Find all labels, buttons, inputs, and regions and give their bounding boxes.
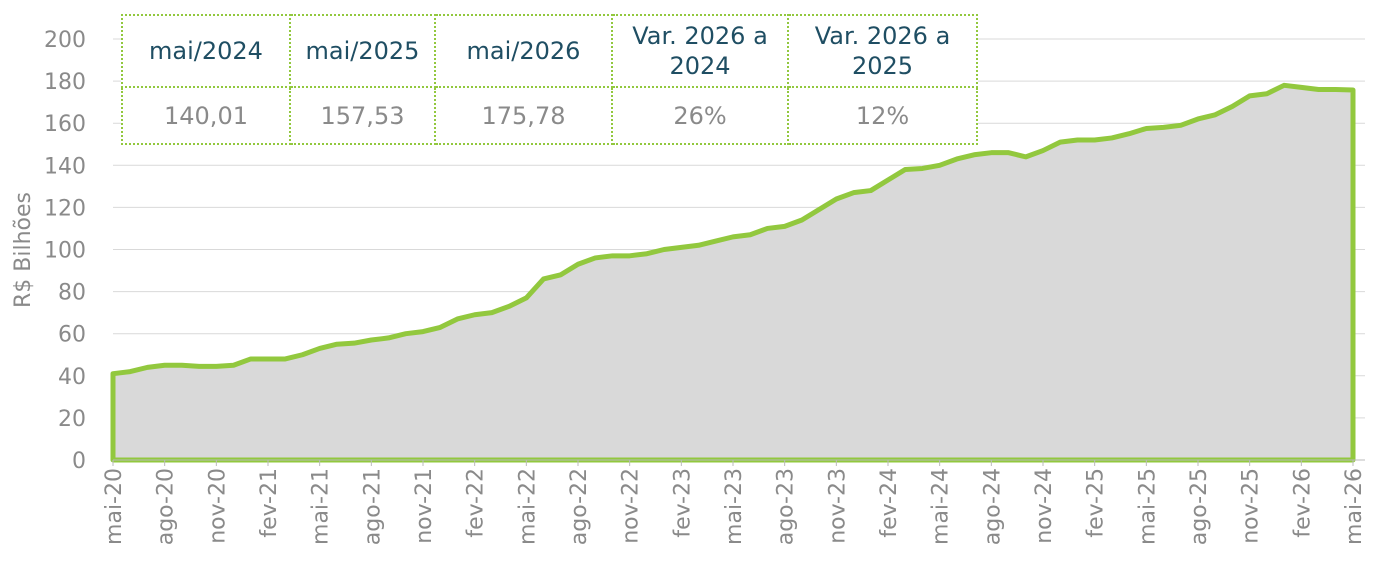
value-cell: 12%: [787, 86, 978, 145]
x-tick-label: mai-21: [309, 468, 334, 545]
x-tick-label: fev-22: [464, 468, 489, 538]
x-tick-label: nov-24: [1032, 468, 1057, 544]
y-tick-label: 60: [58, 323, 86, 348]
y-tick-label: 180: [44, 70, 86, 95]
x-tick-label: nov-25: [1239, 468, 1264, 544]
x-tick-label: mai-23: [722, 468, 747, 545]
value-row: 140,01 157,53 175,78 26% 12%: [121, 86, 978, 145]
x-tick-label: ago-20: [154, 468, 179, 545]
y-tick-label: 140: [44, 154, 86, 179]
summary-table: mai/2024 mai/2025 mai/2026 Var. 2026 a 2…: [121, 14, 978, 145]
x-tick-label: mai-26: [1342, 468, 1367, 545]
y-tick-label: 200: [44, 28, 86, 53]
x-tick-label: mai-20: [102, 468, 127, 545]
header-cell: mai/2026: [434, 14, 613, 88]
x-tick-label: nov-23: [825, 468, 850, 544]
x-tick-label: fev-24: [877, 468, 902, 538]
x-tick-label: mai-25: [1135, 468, 1160, 545]
header-cell: mai/2024: [121, 14, 291, 88]
x-tick-label: mai-22: [515, 468, 540, 545]
x-tick-label: ago-25: [1187, 468, 1212, 545]
y-tick-label: 100: [44, 239, 86, 264]
header-cell: Var. 2026 a 2025: [787, 14, 978, 88]
header-cell: Var. 2026 a 2024: [611, 14, 789, 88]
value-cell: 140,01: [121, 86, 291, 145]
y-axis-label: R$ Bilhões: [11, 192, 36, 308]
x-tick-label: nov-20: [205, 468, 230, 544]
y-tick-label: 80: [58, 281, 86, 306]
area: [110, 82, 1356, 463]
header-cell: mai/2025: [289, 14, 436, 88]
value-cell: 157,53: [289, 86, 436, 145]
x-tick-label: fev-26: [1290, 468, 1315, 538]
x-tick-label: nov-21: [412, 468, 437, 544]
x-tick-label: mai-24: [929, 468, 954, 545]
x-tick-label: nov-22: [619, 468, 644, 544]
x-tick-label: ago-23: [774, 468, 799, 545]
y-tick-label: 0: [72, 449, 86, 474]
x-tick-label: ago-22: [567, 468, 592, 545]
x-tick-label: ago-21: [360, 468, 385, 545]
y-tick-label: 40: [58, 365, 86, 390]
x-tick-label: ago-24: [980, 468, 1005, 545]
header-row: mai/2024 mai/2025 mai/2026 Var. 2026 a 2…: [121, 14, 978, 88]
y-tick-label: 120: [44, 196, 86, 221]
y-tick-label: 160: [44, 112, 86, 137]
x-tick-label: fev-21: [257, 468, 282, 538]
value-cell: 175,78: [434, 86, 613, 145]
value-cell: 26%: [611, 86, 789, 145]
y-tick-label: 20: [58, 407, 86, 432]
x-tick-label: fev-25: [1084, 468, 1109, 538]
x-tick-label: fev-23: [670, 468, 695, 538]
